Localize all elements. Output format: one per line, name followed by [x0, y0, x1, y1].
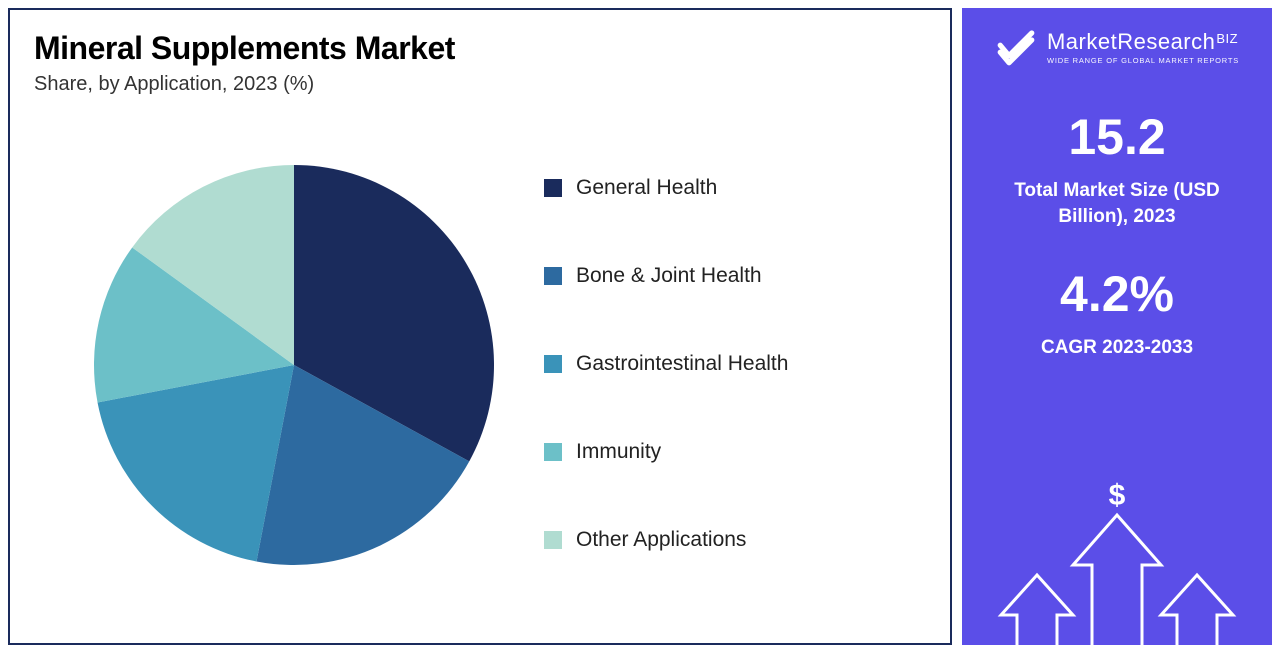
brand-logo: MarketResearchBIZ WIDE RANGE OF GLOBAL M…: [982, 26, 1252, 68]
brand-check-icon: [995, 26, 1037, 68]
legend-item: General Health: [544, 174, 926, 202]
legend-label: General Health: [576, 174, 717, 202]
pie-chart: [84, 155, 504, 575]
legend-label: Other Applications: [576, 526, 746, 554]
legend-item: Other Applications: [544, 526, 926, 554]
dollar-icon: $: [1109, 479, 1126, 512]
legend-item: Gastrointestinal Health: [544, 350, 926, 378]
stats-panel: MarketResearchBIZ WIDE RANGE OF GLOBAL M…: [962, 8, 1272, 645]
legend-swatch: [544, 443, 562, 461]
legend-item: Immunity: [544, 438, 926, 466]
brand-tagline: WIDE RANGE OF GLOBAL MARKET REPORTS: [1047, 56, 1239, 65]
market-size-label: Total Market Size (USD Billion), 2023: [982, 178, 1252, 229]
legend-swatch: [544, 267, 562, 285]
chart-area: General Health Bone & Joint Health Gastroi…: [34, 106, 926, 623]
legend-swatch: [544, 179, 562, 197]
legend: General Health Bone & Joint Health Gastroi…: [504, 125, 926, 605]
legend-label: Gastrointestinal Health: [576, 350, 788, 378]
legend-item: Bone & Joint Health: [544, 262, 926, 290]
cagr-block: 4.2% CAGR 2023-2033: [1041, 265, 1193, 361]
cagr-value: 4.2%: [1041, 265, 1193, 323]
market-size-value: 15.2: [982, 108, 1252, 166]
chart-title: Mineral Supplements Market: [34, 30, 926, 67]
growth-arrows-icon: $: [962, 475, 1272, 645]
brand-text: MarketResearchBIZ WIDE RANGE OF GLOBAL M…: [1047, 29, 1239, 65]
brand-suffix: BIZ: [1216, 31, 1238, 46]
market-size-block: 15.2 Total Market Size (USD Billion), 20…: [982, 108, 1252, 229]
legend-swatch: [544, 531, 562, 549]
chart-panel: Mineral Supplements Market Share, by App…: [8, 8, 952, 645]
cagr-label: CAGR 2023-2033: [1041, 335, 1193, 361]
legend-label: Immunity: [576, 438, 661, 466]
brand-name: MarketResearch: [1047, 29, 1215, 54]
legend-label: Bone & Joint Health: [576, 262, 762, 290]
legend-swatch: [544, 355, 562, 373]
chart-subtitle: Share, by Application, 2023 (%): [34, 73, 926, 96]
